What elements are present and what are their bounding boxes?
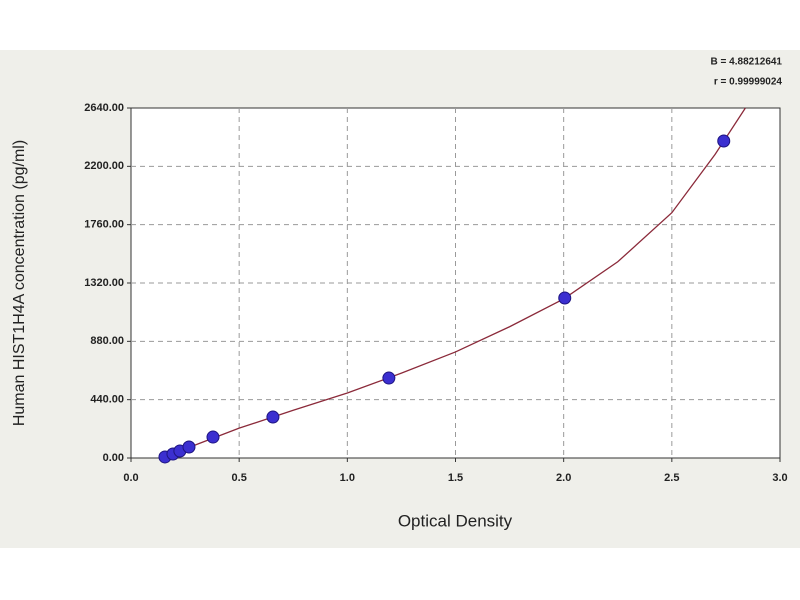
y-tick-label: 1320.00	[84, 277, 124, 289]
y-tick-label: 0.00	[103, 452, 124, 464]
data-point	[206, 430, 220, 444]
x-tick-label: 0.5	[232, 472, 247, 484]
data-point	[382, 371, 396, 385]
y-tick-label: 880.00	[90, 335, 124, 347]
fit-curve	[163, 107, 746, 459]
data-point	[182, 440, 196, 454]
y-tick-label: 2640.00	[84, 102, 124, 114]
y-tick-label: 440.00	[90, 394, 124, 406]
y-tick-label: 1760.00	[84, 219, 124, 231]
x-tick-label: 2.5	[664, 472, 679, 484]
data-point	[717, 134, 731, 148]
x-tick-label: 1.5	[448, 472, 463, 484]
data-point	[558, 291, 572, 305]
y-axis-label: Human HIST1H4A concentration (pg/ml)	[11, 140, 28, 426]
data-point	[266, 410, 280, 424]
x-axis-label: Optical Density	[398, 511, 513, 530]
x-tick-label: 1.0	[340, 472, 355, 484]
annotation: r = 0.99999024	[714, 77, 783, 88]
annotation: B = 4.88212641	[711, 57, 783, 68]
x-tick-label: 3.0	[772, 472, 787, 484]
y-tick-label: 2200.00	[84, 160, 124, 172]
x-tick-label: 0.0	[123, 472, 138, 484]
x-tick-label: 2.0	[556, 472, 571, 484]
